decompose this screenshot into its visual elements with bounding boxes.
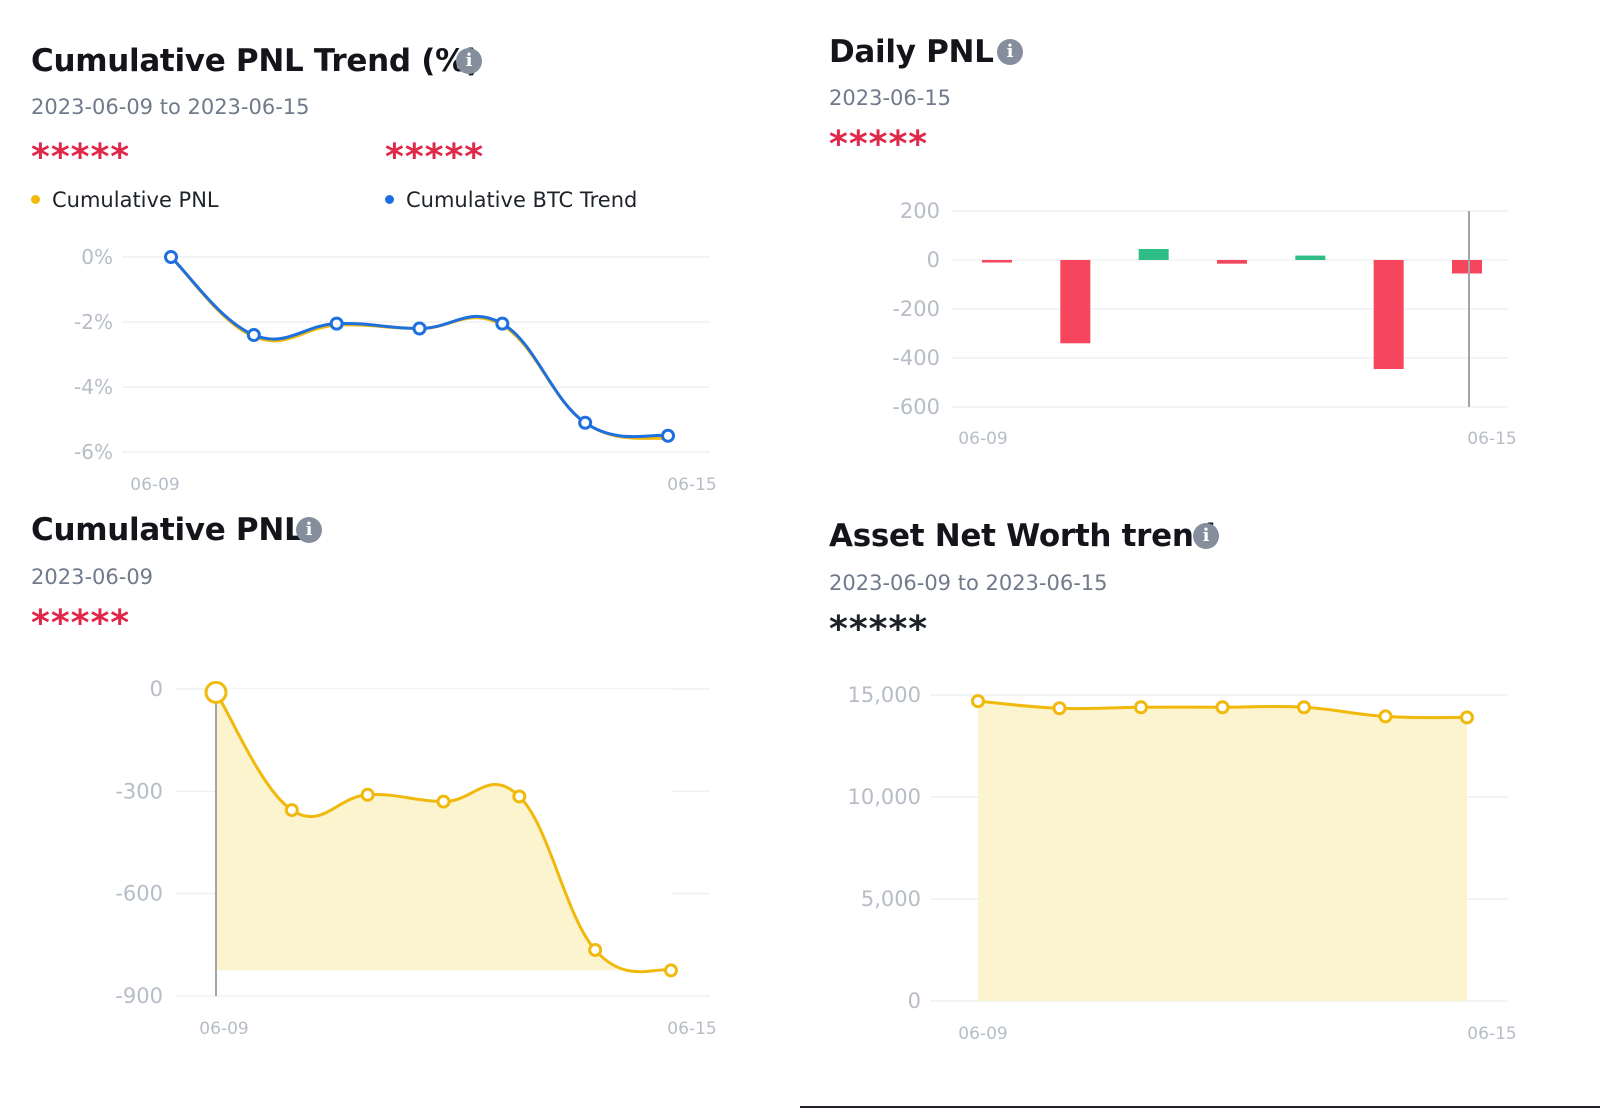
y-tick-label: -300 — [115, 779, 163, 803]
data-point — [1460, 710, 1474, 725]
bar — [982, 260, 1012, 263]
legend-item-cumulative-btc-trend[interactable]: Cumulative BTC Trend — [385, 188, 637, 212]
data-point — [578, 415, 593, 430]
info-icon[interactable]: i — [997, 39, 1023, 65]
data-point — [436, 794, 451, 809]
y-tick-label: -2% — [74, 310, 113, 334]
y-tick-label: -4% — [74, 375, 113, 399]
legend-label: Cumulative BTC Trend — [406, 188, 638, 212]
data-point — [204, 680, 228, 704]
data-point — [412, 321, 427, 336]
y-tick-label: -6% — [74, 440, 113, 464]
date-range: 2023-06-09 to 2023-06-15 — [829, 571, 1108, 595]
x-tick-label: 06-09 — [958, 1024, 1007, 1044]
chart-cumulative-pnl-trend[interactable]: 0% -2% -4% -6% 06-09 06-15 — [0, 230, 760, 510]
area-fill — [978, 701, 1467, 1001]
data-point — [246, 328, 261, 342]
date-label: 2023-06-09 — [31, 565, 154, 589]
legend-label: Cumulative PNL — [52, 188, 219, 212]
data-point — [284, 803, 299, 818]
hidden-pnl-value: ***** — [31, 137, 131, 178]
info-icon[interactable]: i — [1193, 523, 1219, 549]
data-point — [512, 789, 527, 804]
data-point — [1378, 709, 1393, 724]
x-tick-label: 06-09 — [199, 1019, 248, 1039]
page-title: Asset Net Worth trend — [829, 518, 1216, 554]
date-range: 2023-06-09 to 2023-06-15 — [31, 95, 310, 119]
x-tick-label: 06-15 — [667, 475, 716, 495]
y-tick-label: -600 — [115, 882, 163, 906]
legend-item-cumulative-pnl[interactable]: Cumulative PNL — [31, 188, 219, 212]
data-point — [664, 963, 678, 978]
y-tick-label: -600 — [892, 395, 940, 419]
y-tick-label: -900 — [115, 984, 163, 1008]
x-tick-label: 06-15 — [1467, 429, 1516, 449]
page-title: Daily PNL — [829, 34, 994, 70]
bar — [1138, 248, 1169, 260]
x-tick-label: 06-09 — [130, 475, 179, 495]
data-point — [661, 428, 675, 443]
y-tick-label: -400 — [892, 346, 940, 370]
date-label: 2023-06-15 — [829, 86, 952, 110]
y-tick-label: 10,000 — [848, 785, 921, 809]
chart-cumulative-pnl[interactable]: 0 -300 -600 -900 06-09 06-15 — [0, 665, 760, 1055]
chart-asset-net-worth[interactable]: 15,000 10,000 5,000 0 06-09 06-15 — [800, 665, 1580, 1060]
hidden-asset-value: ***** — [829, 609, 929, 650]
legend-dot-icon — [31, 194, 40, 204]
y-tick-label: 15,000 — [848, 683, 921, 707]
y-tick-label: 200 — [900, 199, 940, 223]
bar — [1452, 260, 1482, 274]
data-point — [1134, 700, 1148, 715]
bar — [1373, 260, 1404, 370]
data-point — [1297, 700, 1311, 715]
data-point — [360, 787, 375, 802]
page-title: Cumulative PNL — [31, 512, 304, 548]
info-icon[interactable]: i — [296, 517, 322, 543]
bar — [1217, 260, 1247, 264]
data-point — [164, 250, 178, 264]
y-tick-label: 0% — [81, 245, 113, 269]
data-point — [588, 942, 603, 957]
y-tick-label: 0 — [927, 248, 940, 272]
page-title: Cumulative PNL Trend (%) — [31, 43, 480, 79]
data-point — [495, 316, 510, 331]
area-mask — [216, 689, 671, 972]
series-line — [169, 255, 669, 439]
y-tick-label: 0 — [150, 677, 163, 701]
info-icon[interactable]: i — [456, 48, 482, 74]
data-point — [971, 694, 985, 709]
data-point — [329, 316, 344, 331]
data-point — [1052, 701, 1067, 716]
data-point — [1215, 700, 1230, 715]
bar — [1060, 260, 1091, 344]
bar — [1295, 255, 1326, 260]
y-tick-label: -200 — [892, 297, 940, 321]
hidden-cumulative-value: ***** — [31, 603, 131, 644]
x-tick-label: 06-15 — [1467, 1024, 1516, 1044]
x-tick-label: 06-09 — [958, 429, 1007, 449]
y-tick-label: 5,000 — [861, 887, 921, 911]
x-tick-label: 06-15 — [667, 1019, 716, 1039]
hidden-daily-value: ***** — [829, 124, 929, 165]
chart-daily-pnl[interactable]: 200 0 -200 -400 -600 06-09 06-15 — [800, 190, 1580, 465]
series-line — [169, 255, 669, 441]
hidden-btc-value: ***** — [385, 137, 485, 178]
y-tick-label: 0 — [908, 989, 921, 1013]
legend-dot-icon — [385, 194, 394, 204]
divider — [800, 1106, 1600, 1108]
